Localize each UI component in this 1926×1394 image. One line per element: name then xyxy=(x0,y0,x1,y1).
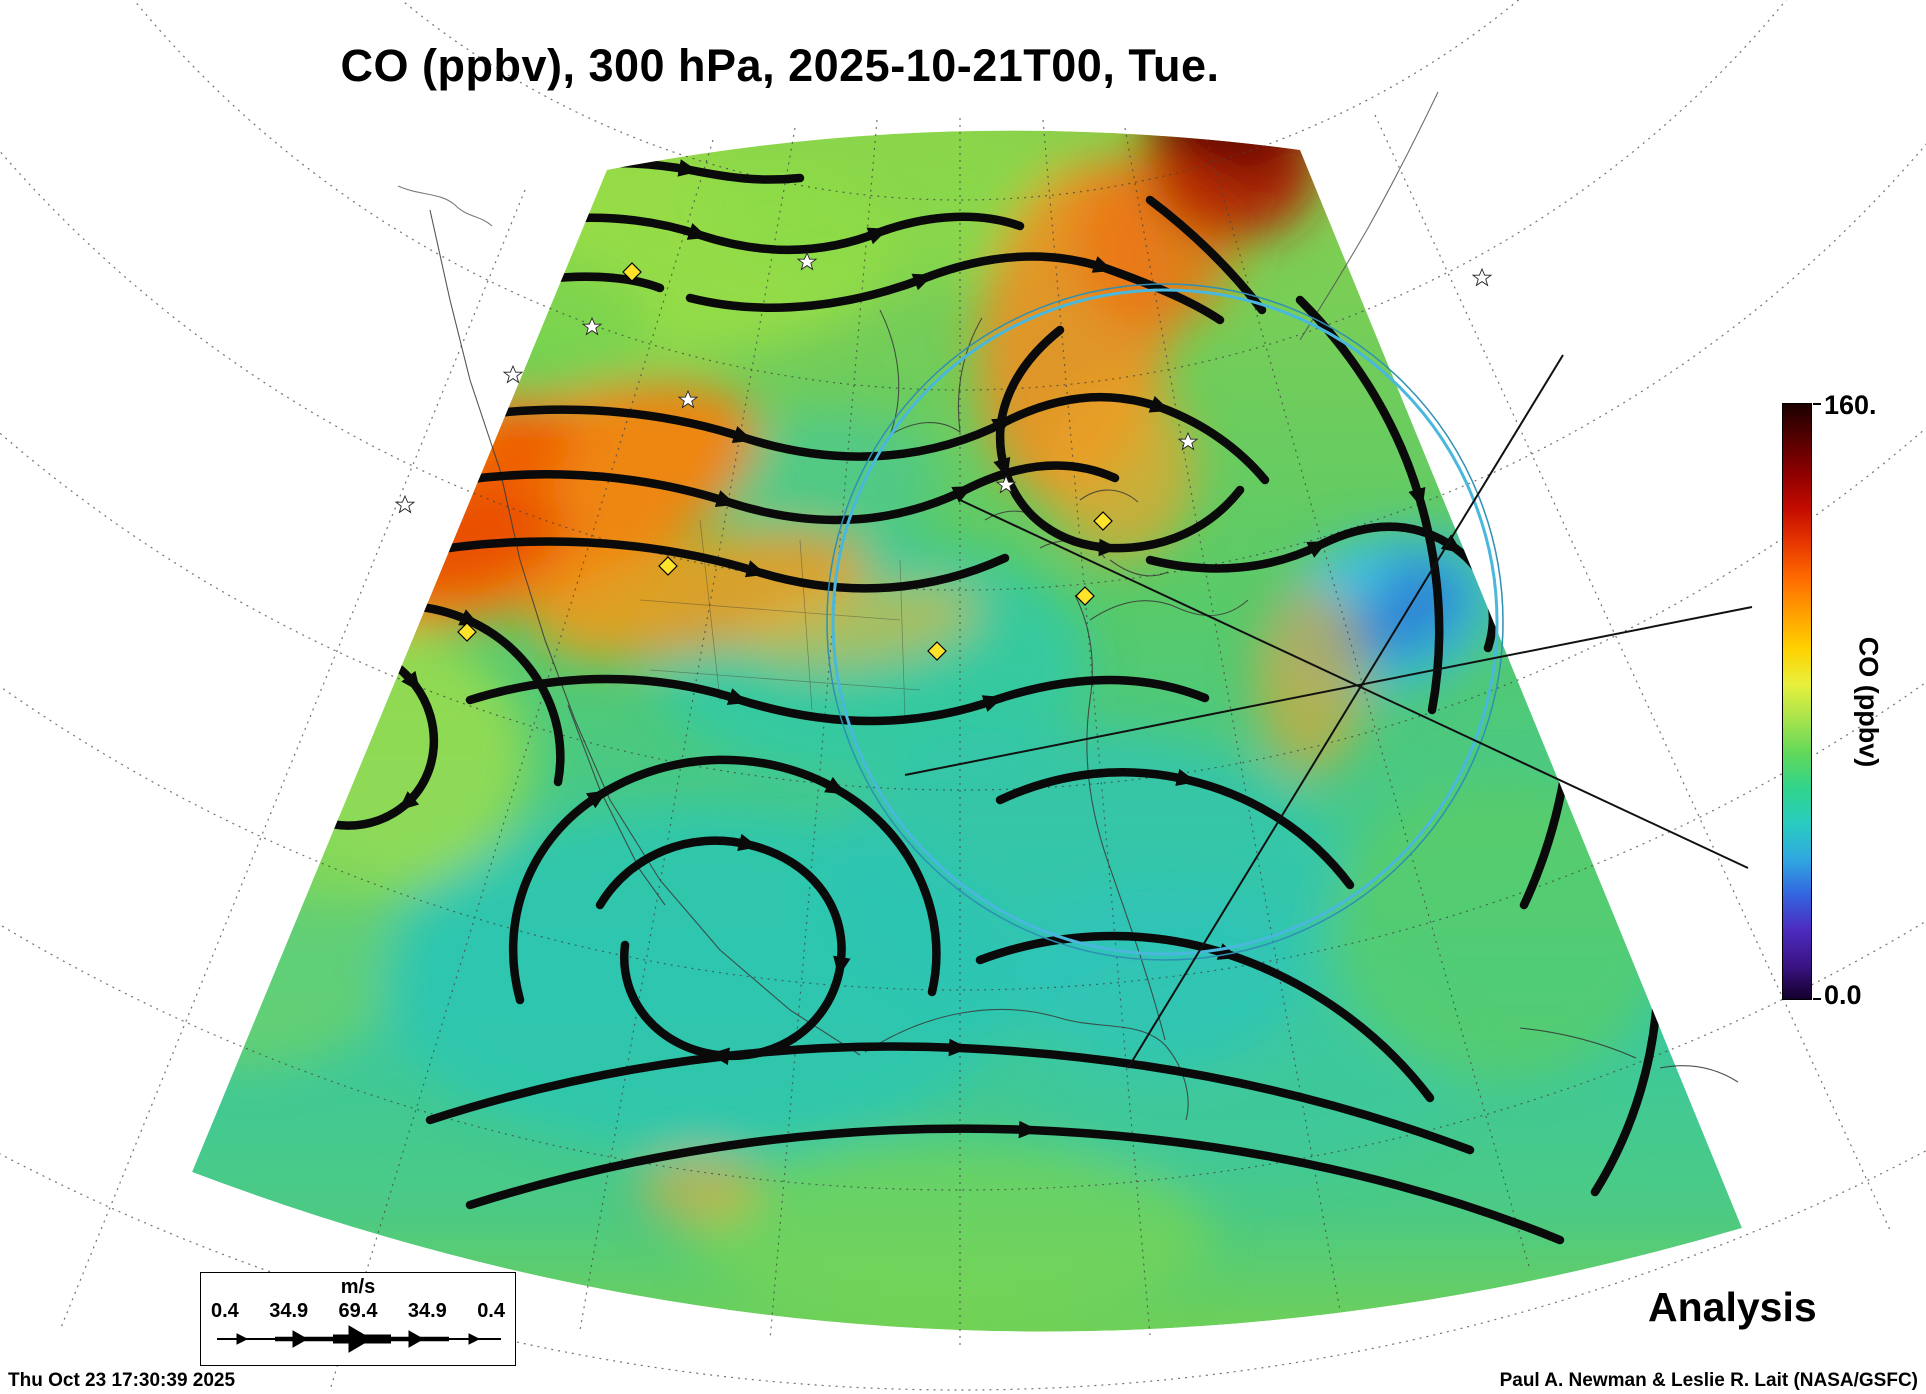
colorbar-tick-top xyxy=(1813,403,1821,405)
station-diamond-marker xyxy=(658,556,678,576)
station-diamond-marker xyxy=(622,262,642,282)
analysis-label: Analysis xyxy=(1648,1284,1817,1330)
station-diamond-marker xyxy=(927,641,947,661)
station-markers xyxy=(457,262,1113,661)
station-diamond-marker xyxy=(457,622,477,642)
colorbar-axis-label: CO (ppbv) xyxy=(1853,636,1884,767)
wind-legend-units: m/s xyxy=(340,1276,376,1298)
wind-tick: 0.4 xyxy=(477,1300,505,1322)
colorbar: 160. 0.0 CO (ppbv) xyxy=(1782,390,1926,1010)
colorbar-max-label: 160. xyxy=(1824,390,1877,420)
wind-tick: 34.9 xyxy=(269,1300,309,1322)
creation-timestamp: Thu Oct 23 17:30:39 2025 xyxy=(8,1370,236,1391)
orbit-track-lines xyxy=(904,354,1753,1069)
satellite-footprint-circle xyxy=(826,283,1504,961)
city-star-marker xyxy=(503,365,523,383)
station-diamond-marker xyxy=(1093,511,1113,531)
city-star-marker xyxy=(1472,268,1492,286)
colorbar-min-label: 0.0 xyxy=(1824,980,1862,1010)
colorbar-gradient xyxy=(1782,403,1812,1000)
wind-speed-legend: m/s 0.4 34.9 69.4 34.9 0.4 xyxy=(200,1272,516,1366)
colorbar-tick-bottom xyxy=(1813,998,1821,1000)
wind-arrow-glyph xyxy=(217,1325,501,1353)
wind-tick: 34.9 xyxy=(407,1300,447,1322)
credit-text: Paul A. Newman & Leslie R. Lait (NASA/GS… xyxy=(1499,1370,1918,1391)
plot-title: CO (ppbv), 300 hPa, 2025-10-21T00, Tue. xyxy=(340,40,1220,91)
wind-tick: 0.4 xyxy=(211,1300,239,1322)
wind-tick: 69.4 xyxy=(338,1300,378,1322)
city-star-marker xyxy=(395,495,415,513)
wind-legend-ticks: 0.4 34.9 69.4 34.9 0.4 xyxy=(201,1300,515,1323)
station-diamond-marker xyxy=(1075,586,1095,606)
